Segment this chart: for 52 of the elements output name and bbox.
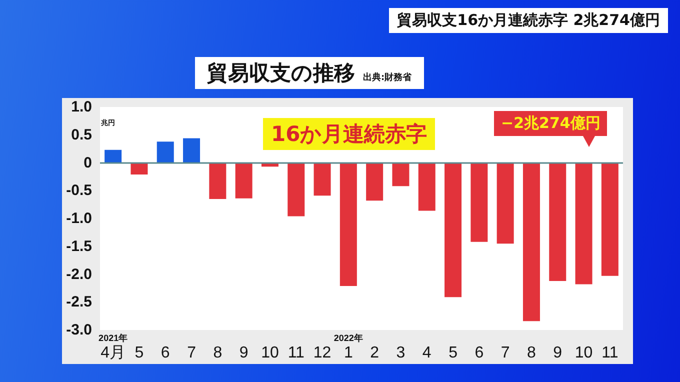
y-tick-label: -2.0: [66, 266, 92, 283]
y-tick-label: 0: [84, 154, 92, 172]
x-tick-label: 9: [239, 344, 248, 362]
x-tick-label: 7: [187, 344, 196, 362]
x-tick-label: 6: [474, 344, 484, 362]
x-tick-label: 8: [213, 344, 222, 362]
y-tick-label: 0.5: [71, 126, 92, 144]
x-tick-label: 6: [160, 344, 170, 362]
bar: [366, 162, 384, 201]
y-tick-label: -0.5: [66, 182, 92, 200]
bar: [522, 162, 540, 322]
bar: [235, 162, 252, 198]
text: 貿易収支16か月連続赤字 2兆274億円: [389, 8, 668, 33]
x-tick-label: 10: [574, 344, 593, 362]
y-tick-label: -2.5: [66, 294, 92, 311]
x-tick-label: 12: [313, 344, 332, 362]
x-tick-label: 2021年 4月: [98, 333, 128, 362]
bar: [601, 162, 618, 276]
x-tick-label: 10: [261, 344, 279, 362]
bar: [156, 142, 174, 163]
x-tick-label: 8: [527, 344, 536, 362]
annotation: −2兆274億円: [494, 111, 608, 136]
x-tick-label: 11: [288, 344, 305, 362]
x-tick-label: 11: [602, 344, 618, 362]
bar: [104, 150, 122, 163]
bar: [496, 162, 514, 244]
y-tick-label: -1.5: [66, 238, 92, 255]
y-tick-label: -1.0: [66, 210, 92, 227]
bar: [575, 162, 592, 284]
x-tick-label: 7: [500, 344, 510, 362]
bar: [418, 162, 436, 211]
bar: [549, 162, 566, 281]
x-tick-label: 5: [448, 344, 458, 362]
bar: [288, 162, 305, 216]
bar: [470, 162, 488, 242]
bar: [340, 162, 357, 286]
x-tick-label: 2: [370, 344, 380, 362]
y-tick-label: -3.0: [66, 322, 92, 338]
x-tick-label: 2022年 1: [334, 333, 363, 362]
bar: [209, 162, 226, 199]
chart-title: 貿易収支の推移: [207, 61, 355, 85]
annotation: 16か月連続赤字: [263, 118, 436, 150]
x-tick-label: 3: [396, 344, 406, 362]
bar: [314, 162, 331, 196]
bar: [392, 162, 410, 186]
source-note: 出典:財務省: [363, 73, 412, 83]
x-tick-label: 5: [134, 344, 144, 362]
x-tick-label: 4: [422, 344, 432, 362]
y-tick-label: 1.0: [71, 98, 92, 116]
bar: [183, 138, 200, 163]
bar: [444, 162, 462, 298]
x-tick-label: 9: [553, 344, 562, 362]
